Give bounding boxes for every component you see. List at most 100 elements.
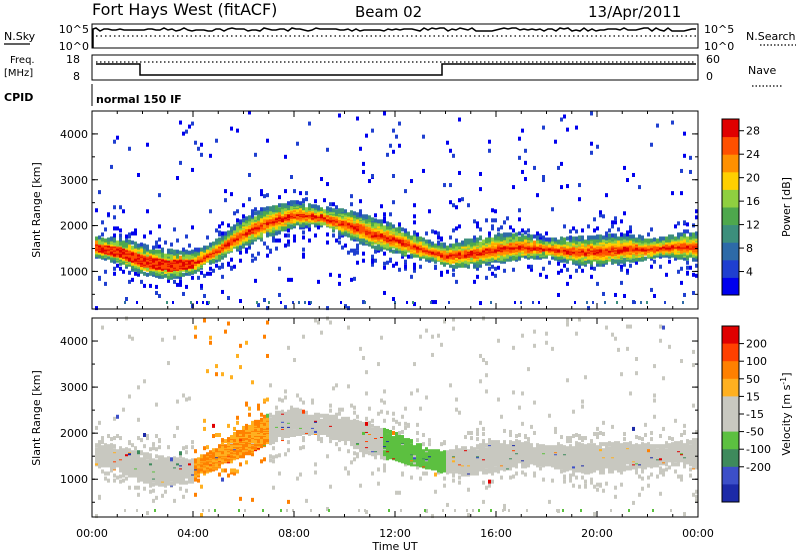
data-cell [686,270,689,275]
data-cell [308,217,311,222]
data-cell [500,235,503,240]
data-cell [116,258,119,263]
data-cell [155,459,158,464]
data-cell [587,306,590,311]
data-cell [560,236,563,241]
data-cell [176,253,179,258]
data-cell [401,241,404,246]
data-cell [563,263,566,268]
data-cell [236,244,239,249]
data-cell [395,134,398,139]
data-cell [524,237,527,242]
data-cell [518,155,521,160]
data-cell [359,222,362,227]
data-cell [146,479,149,484]
data-cell [149,483,152,488]
data-cell [239,258,242,263]
data-cell [128,471,131,476]
data-cell [248,245,251,250]
data-cell [152,270,155,275]
data-cell [125,262,128,267]
data-cell [569,274,572,279]
data-cell [560,240,563,245]
data-cell [137,247,140,252]
data-cell [650,249,653,254]
data-cell [128,451,131,456]
data-cell [104,471,107,476]
data-cell [542,235,545,240]
data-cell [497,227,500,232]
data-cell [128,232,131,237]
data-cell [590,235,593,240]
data-cell [347,232,350,237]
data-cell [257,303,260,308]
data-cell [682,301,684,304]
data-cell [419,248,422,253]
data-cell [689,169,692,174]
data-cell [215,138,218,143]
cpid-label: CPID [4,91,33,104]
data-cell [284,243,287,248]
data-cell [692,238,695,243]
beam-label: Beam 02 [355,3,422,21]
data-cell [230,265,233,270]
data-cell [128,485,131,490]
data-cell [644,256,647,261]
data-cell [152,498,155,503]
data-cell [353,248,356,253]
data-cell [479,250,482,255]
data-cell [341,226,344,231]
data-cell [452,153,455,158]
data-cell [113,416,116,421]
data-cell [677,221,680,226]
data-cell [185,249,188,254]
data-cell [323,209,326,214]
data-cell [110,443,113,448]
data-cell [227,234,230,239]
data-cell [113,266,116,271]
data-cell [683,233,686,238]
data-cell [107,212,110,217]
data-cell [137,243,140,248]
data-cell [617,247,620,252]
data-cell [218,255,221,260]
data-cell [394,301,396,304]
data-cell [440,272,443,277]
data-cell [161,247,164,252]
data-cell [635,260,638,265]
data-cell [599,259,602,264]
power-ylabel: Slant Range [km] [30,162,43,258]
data-cell [641,257,644,262]
data-cell [338,231,341,236]
data-cell [623,211,626,216]
data-cell [410,235,413,240]
data-cell [425,231,428,236]
data-cell [310,301,312,304]
data-cell [194,249,197,254]
data-cell [569,246,572,251]
data-cell [116,414,119,419]
data-cell [575,249,578,254]
data-cell [158,478,161,483]
data-cell [476,263,479,268]
data-cell [434,230,437,235]
data-cell [443,183,446,188]
data-cell [260,236,263,241]
data-cell [581,259,584,264]
data-cell [155,290,158,295]
data-cell [602,237,605,242]
data-cell [158,193,161,198]
data-cell [158,251,161,256]
data-cell [611,224,614,229]
data-cell [107,254,110,259]
data-cell [458,170,461,175]
data-cell [95,443,98,448]
data-cell [569,235,572,240]
data-cell [152,250,155,255]
data-cell [689,232,692,237]
data-cell [131,443,134,448]
data-cell [377,248,380,253]
data-cell [134,248,137,253]
data-cell [617,236,620,241]
data-cell [536,231,539,236]
